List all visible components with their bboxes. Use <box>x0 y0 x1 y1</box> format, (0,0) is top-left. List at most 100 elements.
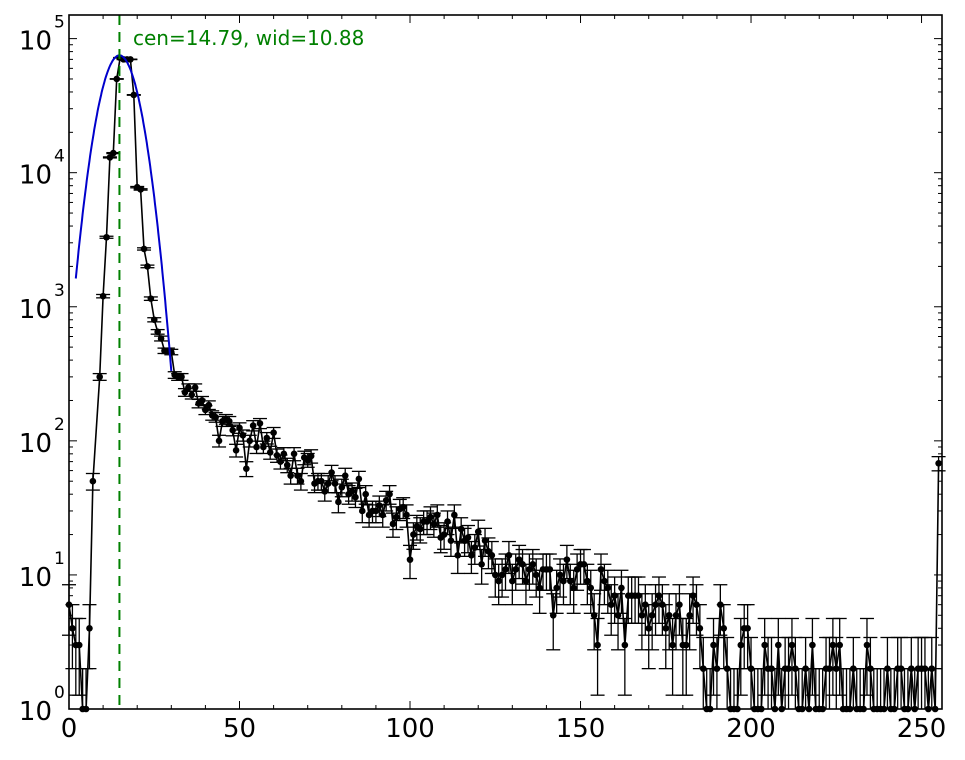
data-point <box>100 293 107 300</box>
data-point <box>720 625 727 632</box>
data-point <box>233 447 240 454</box>
data-point <box>434 512 441 519</box>
data-point <box>393 514 400 521</box>
data-point <box>260 444 267 451</box>
data-point <box>212 414 219 421</box>
data-point <box>390 521 397 528</box>
data-point <box>738 642 745 649</box>
data-point <box>512 566 519 573</box>
data-point <box>270 429 277 436</box>
data-point <box>454 552 461 559</box>
data-point <box>492 572 499 579</box>
y-tick-label-exponent: 5 <box>54 13 65 33</box>
data-point <box>342 472 349 479</box>
data-point <box>257 420 264 427</box>
data-point <box>287 472 294 479</box>
data-point <box>158 335 165 342</box>
data-point <box>465 534 472 541</box>
data-point <box>489 552 496 559</box>
y-tick-label-exponent: 1 <box>54 549 65 569</box>
x-tick-label: 250 <box>897 714 947 744</box>
data-point <box>188 392 195 399</box>
data-point <box>281 451 288 458</box>
data-point <box>744 625 751 632</box>
data-point <box>216 438 223 445</box>
data-point <box>383 497 390 504</box>
data-point <box>645 625 652 632</box>
data-point <box>141 246 148 253</box>
data-point <box>379 512 386 519</box>
data-point <box>686 612 693 619</box>
data-point <box>359 508 366 515</box>
x-tick-label: 200 <box>726 714 776 744</box>
data-point <box>431 521 438 528</box>
data-point <box>113 76 120 83</box>
data-point <box>154 329 161 336</box>
data-point <box>608 601 615 608</box>
data-point <box>935 460 942 467</box>
data-point <box>836 642 843 649</box>
data-point <box>533 572 540 579</box>
data-point <box>226 418 233 425</box>
data-point <box>243 465 250 472</box>
x-tick-label: 100 <box>385 714 435 744</box>
data-point <box>601 578 608 585</box>
data-point <box>386 491 393 498</box>
data-point <box>567 578 574 585</box>
data-point <box>775 642 782 649</box>
data-point <box>676 601 683 608</box>
y-tick-label-base: 10 <box>19 161 52 191</box>
y-tick-label-exponent: 0 <box>54 683 65 703</box>
data-point <box>584 578 591 585</box>
data-point <box>652 601 659 608</box>
data-point <box>864 642 871 649</box>
data-point <box>178 374 185 381</box>
y-tick-label-base: 10 <box>19 27 52 57</box>
data-point <box>666 612 673 619</box>
data-point <box>499 572 506 579</box>
data-point <box>529 561 536 568</box>
data-point <box>697 625 704 632</box>
data-point <box>427 514 434 521</box>
data-point <box>103 234 110 241</box>
data-point <box>298 478 305 485</box>
data-point <box>192 384 199 391</box>
data-point <box>250 422 257 429</box>
data-point <box>444 518 451 525</box>
data-point <box>332 480 339 487</box>
x-tick-label: 0 <box>61 714 78 744</box>
data-point <box>151 316 158 323</box>
data-point <box>185 384 192 391</box>
data-point <box>547 566 554 573</box>
y-tick-label-base: 10 <box>19 429 52 459</box>
data-point <box>502 566 509 573</box>
y-tick-label-base: 10 <box>19 563 52 593</box>
data-point <box>478 561 485 568</box>
data-point <box>622 642 629 649</box>
data-point <box>362 491 369 498</box>
data-point <box>468 552 475 559</box>
data-point <box>448 537 455 544</box>
data-point <box>564 556 571 563</box>
y-tick-label-exponent: 2 <box>54 415 65 435</box>
data-point <box>253 444 260 451</box>
data-point <box>267 449 274 456</box>
data-point <box>356 476 363 483</box>
data-point <box>308 453 315 460</box>
data-point <box>649 612 656 619</box>
data-point <box>495 578 502 585</box>
data-point <box>76 642 83 649</box>
data-point <box>373 508 380 515</box>
data-point <box>809 642 816 649</box>
x-tick-label: 150 <box>556 714 606 744</box>
data-point <box>506 552 513 559</box>
data-point <box>598 566 605 573</box>
data-point <box>90 478 97 485</box>
data-point <box>96 374 103 381</box>
data-point <box>130 92 137 99</box>
data-point <box>229 427 236 434</box>
data-point <box>669 642 676 649</box>
x-tick-label: 50 <box>223 714 256 744</box>
